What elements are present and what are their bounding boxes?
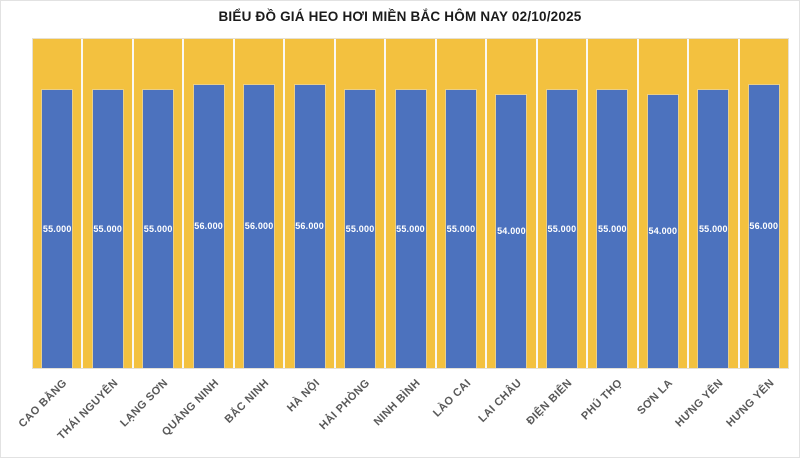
x-axis-label: ĐIỆN BIÊN <box>524 377 575 428</box>
price-bar: 54.000 <box>495 93 528 370</box>
price-bar: 55.000 <box>142 88 175 370</box>
price-bar: 56.000 <box>293 83 326 370</box>
category-slot: 55.000 <box>134 39 185 370</box>
bar-value-label: 56.000 <box>295 221 324 232</box>
price-bar: 55.000 <box>697 88 730 370</box>
category-slot: 56.000 <box>235 39 286 370</box>
category-slot: 54.000 <box>639 39 690 370</box>
price-bar: 56.000 <box>243 83 276 370</box>
category-slot: 55.000 <box>538 39 589 370</box>
bar-value-label: 55.000 <box>42 223 72 234</box>
category-slot: 54.000 <box>487 39 538 370</box>
x-axis-label: LẠNG SƠN <box>118 377 171 430</box>
category-slot: 55.000 <box>588 39 639 370</box>
price-bar: 56.000 <box>192 83 225 370</box>
bar-value-label: 55.000 <box>446 223 476 234</box>
price-bar: 54.000 <box>646 93 679 370</box>
x-axis-label: HẢI PHÒNG <box>317 377 373 433</box>
x-axis-label: HƯNG YÊN <box>723 377 777 430</box>
category-slot: 56.000 <box>285 39 336 370</box>
x-axis-label: SƠN LA <box>635 377 676 418</box>
x-axis-label: HƯNG YÊN <box>673 377 726 430</box>
x-axis-label: BẮC NINH <box>222 377 272 426</box>
x-axis-label: HÀ NỘI <box>284 377 323 415</box>
price-bar: 55.000 <box>444 88 477 370</box>
bar-value-label: 54.000 <box>497 226 526 237</box>
category-slot: 55.000 <box>336 39 387 370</box>
price-bar: 55.000 <box>344 88 377 370</box>
price-bar: 55.000 <box>394 88 427 370</box>
bar-value-label: 55.000 <box>143 223 173 234</box>
price-bar: 55.000 <box>545 88 578 370</box>
category-slot: 55.000 <box>386 39 437 370</box>
bar-value-label: 55.000 <box>547 223 577 234</box>
bar-value-label: 56.000 <box>244 221 274 232</box>
plot-area: 55.000 55.000 55.000 56.000 56.000 56.000 55.0… <box>32 38 789 370</box>
x-axis-labels: CAO BẰNG THÁI NGUYÊN LẠNG SƠN QUẢNG NINH BẮC… <box>17 375 789 457</box>
chart-title: BIỂU ĐỒ GIÁ HEO HƠI MIỀN BẮC HÔM NAY 02/… <box>218 9 582 24</box>
category-slot: 55.000 <box>33 39 84 370</box>
bar-value-label: 55.000 <box>345 223 375 234</box>
category-slot: 55.000 <box>437 39 488 370</box>
bar-value-label: 55.000 <box>698 223 728 234</box>
bar-value-label: 55.000 <box>598 223 627 234</box>
x-axis-label: LÀO CAI <box>431 377 474 420</box>
price-bar: 55.000 <box>91 88 124 370</box>
category-slot: 56.000 <box>740 39 788 370</box>
category-slot: 55.000 <box>83 39 134 370</box>
bar-value-label: 55.000 <box>93 223 123 234</box>
price-bar: 55.000 <box>41 88 74 370</box>
bar-value-label: 56.000 <box>194 221 224 232</box>
bar-value-label: 55.000 <box>396 223 425 234</box>
bar-value-label: 56.000 <box>749 221 779 232</box>
x-axis-label: NINH BÌNH <box>371 377 423 429</box>
category-slot: 56.000 <box>184 39 235 370</box>
price-bar: 56.000 <box>747 83 780 370</box>
bar-value-label: 54.000 <box>648 226 678 237</box>
x-axis-label: CAO BẰNG <box>16 377 70 431</box>
category-slot: 55.000 <box>689 39 740 370</box>
x-axis-label: PHÚ THỌ <box>579 377 625 423</box>
price-bar: 55.000 <box>596 88 629 370</box>
x-axis-label: LAI CHÂU <box>476 377 524 425</box>
